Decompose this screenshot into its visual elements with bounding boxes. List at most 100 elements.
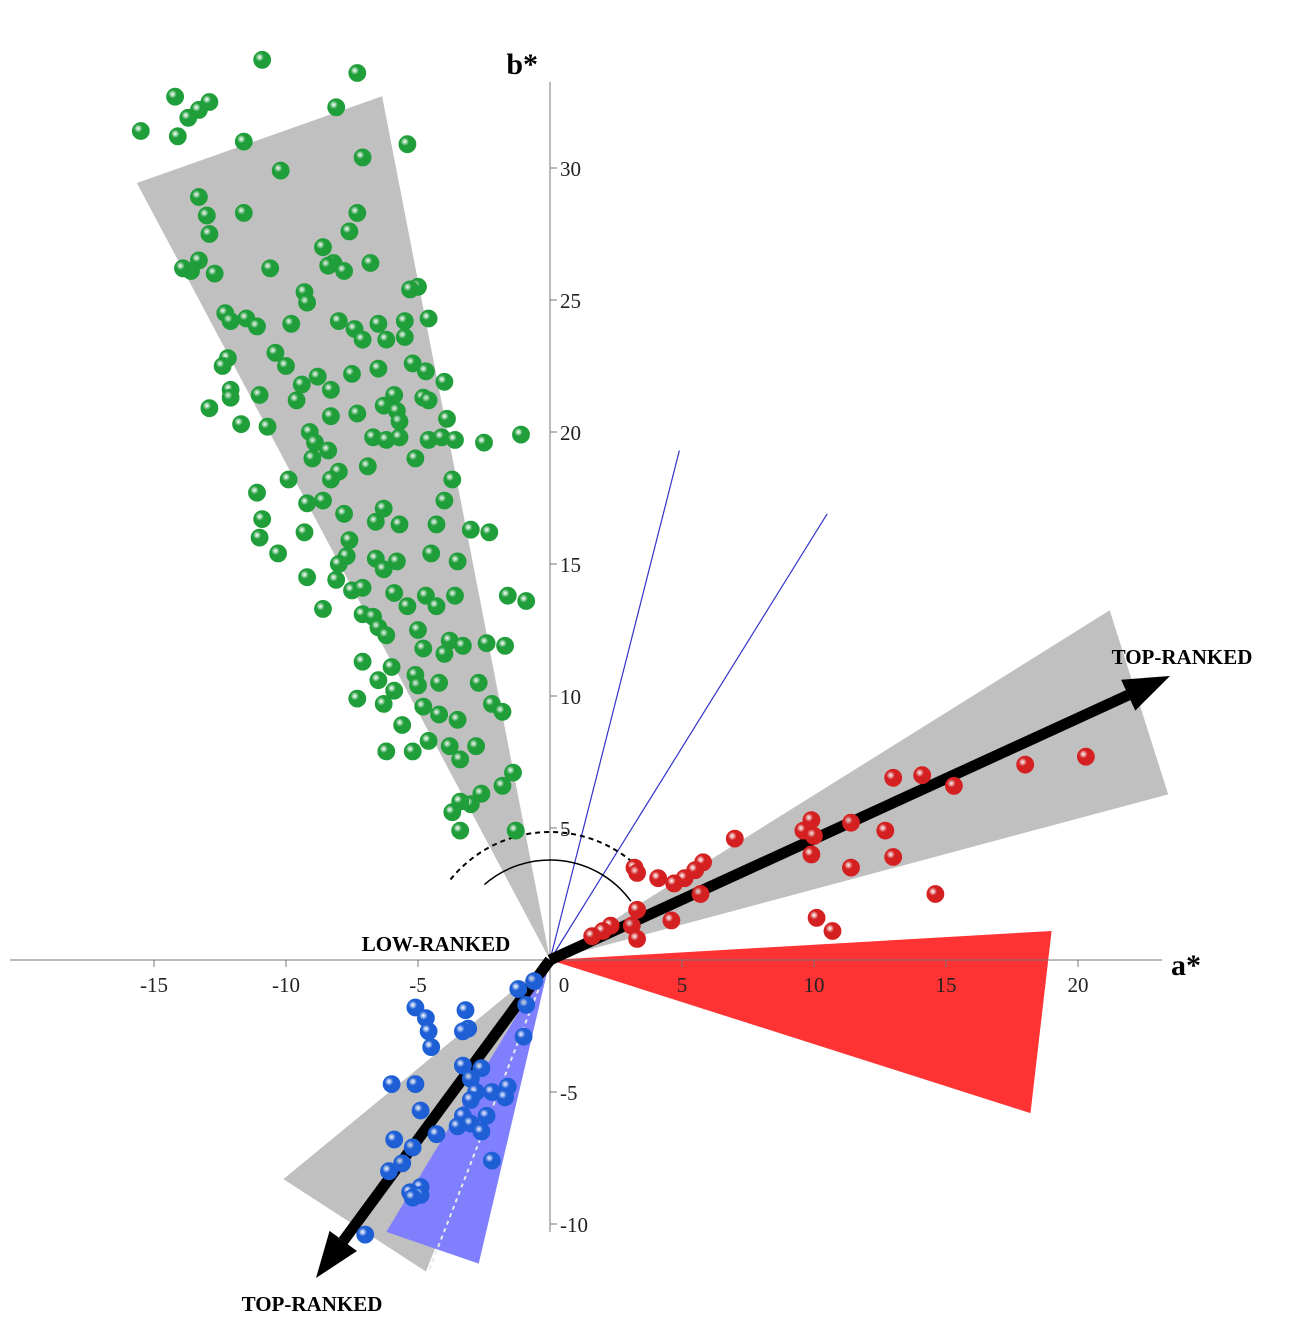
top-right-arrow-shaft xyxy=(547,690,1131,966)
red-point-6 xyxy=(876,821,895,840)
red-hue-sector xyxy=(550,610,1169,960)
red-point-10 xyxy=(802,845,821,864)
green-point-23 xyxy=(174,259,192,278)
green-point-55 xyxy=(292,375,311,394)
green-point-134 xyxy=(414,639,433,658)
green-point-150 xyxy=(448,710,467,729)
green-point-118 xyxy=(353,578,372,597)
y-tick-label--5: -5 xyxy=(560,1081,578,1105)
green-point-30 xyxy=(401,280,420,299)
x-tick-label--10: -10 xyxy=(272,973,300,997)
green-point-69 xyxy=(390,412,409,431)
red-point-28 xyxy=(628,930,646,948)
green-point-142 xyxy=(469,673,488,692)
green-point-84 xyxy=(319,441,338,460)
green-point-91 xyxy=(443,470,462,489)
green-point-16 xyxy=(348,203,367,222)
blue-point-9 xyxy=(514,1027,533,1046)
green-point-114 xyxy=(269,544,288,563)
blue-point-12 xyxy=(472,1059,491,1078)
green-point-153 xyxy=(393,716,412,734)
blue-point-32 xyxy=(393,1154,412,1173)
green-point-111 xyxy=(422,544,441,563)
sector-gap-2 xyxy=(84,0,453,83)
green-point-38 xyxy=(329,312,348,331)
green-point-130 xyxy=(377,626,396,645)
green-point-158 xyxy=(403,742,422,761)
blue-point-36 xyxy=(403,1188,422,1207)
blue-point-10 xyxy=(422,1038,441,1056)
x-axis-title: a* xyxy=(1171,949,1201,982)
green-point-110 xyxy=(387,552,406,571)
red-point-11 xyxy=(725,829,744,848)
green-point-36 xyxy=(248,317,266,336)
green-point-138 xyxy=(353,652,372,671)
green-point-160 xyxy=(504,763,522,782)
green-point-121 xyxy=(446,586,464,605)
x-tick-label-15: 15 xyxy=(936,973,957,997)
red-point-14 xyxy=(926,885,945,903)
green-point-28 xyxy=(361,254,380,272)
blue-point-2 xyxy=(517,996,536,1014)
x-tick-label-20: 20 xyxy=(1068,973,1089,997)
red-point-22 xyxy=(691,885,710,903)
green-point-156 xyxy=(467,737,486,756)
blue-point-4 xyxy=(456,1001,475,1020)
blue-point-30 xyxy=(482,1151,501,1170)
green-point-5 xyxy=(179,108,198,127)
data-points xyxy=(131,50,1095,1244)
green-point-122 xyxy=(498,586,517,605)
green-point-19 xyxy=(314,238,332,257)
green-point-8 xyxy=(234,132,253,151)
green-point-46 xyxy=(266,343,285,362)
green-point-56 xyxy=(321,380,340,399)
green-point-67 xyxy=(321,407,340,426)
green-point-131 xyxy=(409,621,427,639)
green-point-18 xyxy=(340,222,359,241)
y-tick-label-15: 15 xyxy=(560,553,581,577)
hue-angle-guides xyxy=(449,450,828,961)
sector-gap-0 xyxy=(126,52,493,176)
red-point-25 xyxy=(628,900,646,919)
blue-point-28 xyxy=(385,1130,404,1149)
red-point-5 xyxy=(842,813,860,832)
green-point-155 xyxy=(440,737,459,756)
green-point-125 xyxy=(398,597,417,616)
green-point-82 xyxy=(475,433,493,452)
sector-gap-1 xyxy=(105,18,482,123)
green-point-43 xyxy=(353,330,372,349)
green-point-115 xyxy=(298,568,317,587)
green-point-4 xyxy=(200,93,219,111)
green-point-123 xyxy=(517,592,536,610)
sector-gap-3 xyxy=(61,0,291,49)
x-tick-label-0: 0 xyxy=(559,973,570,997)
green-point-157 xyxy=(377,742,396,761)
green-point-113 xyxy=(374,560,393,579)
green-point-26 xyxy=(335,262,354,280)
y-tick-label-25: 25 xyxy=(560,289,581,313)
blue-point-24 xyxy=(477,1106,496,1125)
green-point-133 xyxy=(477,634,496,653)
green-point-44 xyxy=(377,330,396,349)
green-point-144 xyxy=(385,681,404,700)
red-point-0 xyxy=(1077,747,1095,766)
green-point-86 xyxy=(406,449,425,468)
reference-line-1 xyxy=(549,450,680,961)
blue-point-29 xyxy=(403,1138,422,1157)
red-point-2 xyxy=(945,776,963,795)
green-point-10 xyxy=(398,135,417,154)
angular-sectors xyxy=(61,0,1169,1272)
green-point-136 xyxy=(453,636,472,655)
red-point-1 xyxy=(1016,755,1035,774)
red-point-15 xyxy=(807,908,826,927)
x-tick-label-10: 10 xyxy=(804,973,825,997)
red-point-13 xyxy=(842,858,860,877)
green-point-70 xyxy=(438,409,456,428)
green-point-1 xyxy=(348,64,367,82)
x-tick-label--15: -15 xyxy=(140,973,168,997)
green-point-45 xyxy=(395,328,414,346)
red-point-20 xyxy=(665,874,683,893)
green-point-87 xyxy=(358,457,377,476)
